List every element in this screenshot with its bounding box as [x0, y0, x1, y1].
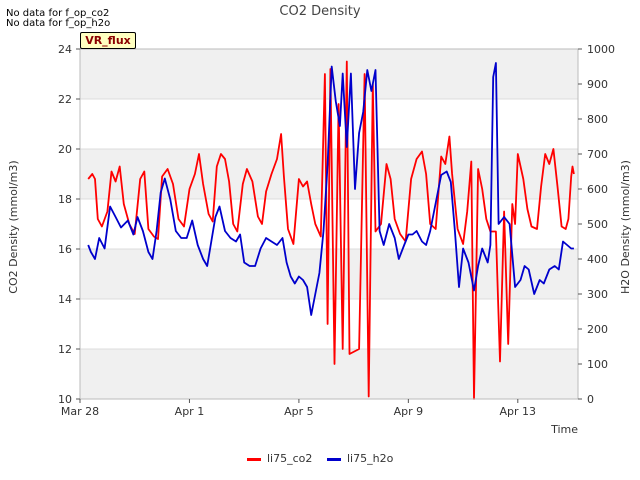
y2-axis-label: H2O Density (mmol/m3) — [619, 160, 632, 294]
x-tick-label: Apr 1 — [175, 405, 205, 418]
legend-swatch-co2 — [247, 457, 261, 461]
y2-tick-label: 900 — [587, 78, 608, 91]
y2-tick-label: 200 — [587, 323, 608, 336]
y-axis-label: CO2 Density (mmol/m3) — [7, 160, 20, 293]
y-tick-label: 24 — [58, 43, 72, 56]
legend-item-h2o: li75_h2o — [327, 451, 393, 467]
y2-tick-label: 500 — [587, 218, 608, 231]
y-tick-label: 16 — [58, 243, 72, 256]
background-band — [80, 349, 578, 399]
x-tick-label: Apr 13 — [500, 405, 537, 418]
y-tick-label: 20 — [58, 143, 72, 156]
legend-label-co2: li75_co2 — [267, 452, 313, 465]
y-tick-label: 18 — [58, 193, 72, 206]
y-tick-label: 12 — [58, 343, 72, 356]
y2-tick-label: 0 — [587, 393, 594, 406]
legend-swatch-h2o — [327, 457, 341, 461]
series-layer — [87, 60, 575, 400]
y2-tick-label: 100 — [587, 358, 608, 371]
no-data-note-h2o: No data for f_op_h2o — [6, 18, 111, 29]
y2-tick-label: 800 — [587, 113, 608, 126]
x-tick-label: Apr 9 — [394, 405, 424, 418]
x-tick-label: Mar 28 — [61, 405, 99, 418]
series-line-li75_h2o — [87, 62, 574, 316]
y-tick-label: 10 — [58, 393, 72, 406]
axes: 10 12 14 16 18 20 22 24 0 100 200 300 400 500 600 700 80… — [58, 43, 615, 418]
y2-tick-label: 300 — [587, 288, 608, 301]
y2-tick-label: 700 — [587, 148, 608, 161]
x-tick-label: Apr 5 — [284, 405, 314, 418]
legend-item-co2: li75_co2 — [247, 451, 312, 467]
y-tick-label: 14 — [58, 293, 72, 306]
vr-flux-badge: VR_flux — [80, 32, 136, 49]
x-axis-label: Time — [550, 423, 578, 436]
y2-tick-label: 400 — [587, 253, 608, 266]
y2-tick-label: 1000 — [587, 43, 615, 56]
series-line-li75_co2 — [87, 60, 575, 400]
legend-label-h2o: li75_h2o — [347, 452, 394, 465]
y-tick-label: 22 — [58, 93, 72, 106]
background-band — [80, 49, 578, 99]
no-data-note-co2: No data for f_op_co2 — [6, 8, 110, 19]
chart-title: CO2 Density — [279, 4, 360, 19]
y2-tick-label: 600 — [587, 183, 608, 196]
